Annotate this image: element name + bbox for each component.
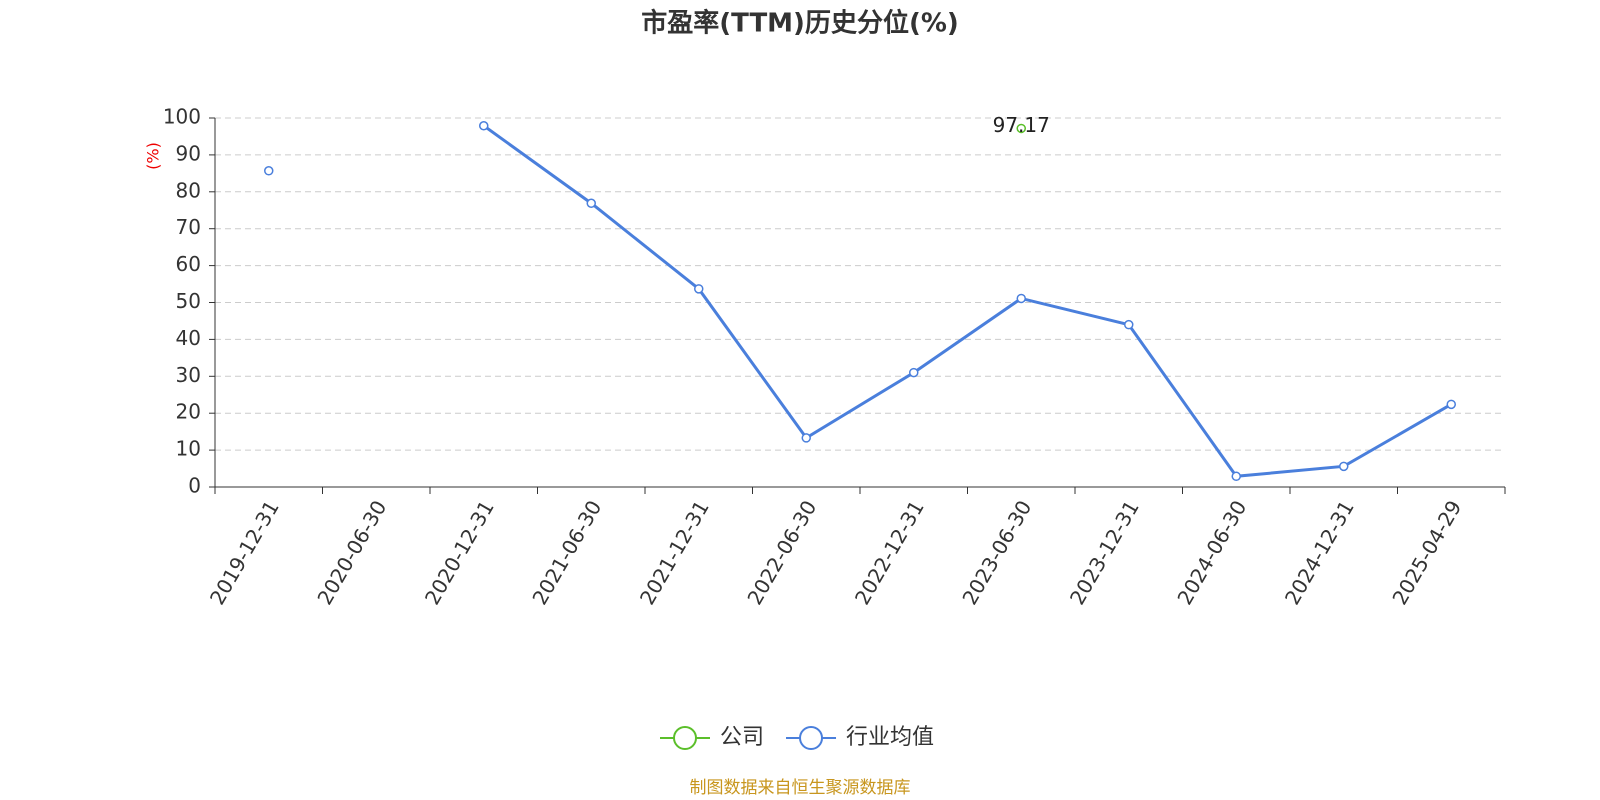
data-point bbox=[1016, 123, 1026, 134]
data-point bbox=[1231, 471, 1241, 482]
x-tick-label: 2025-04-29 bbox=[1387, 496, 1466, 609]
y-tick-label: 60 bbox=[176, 252, 201, 276]
data-point bbox=[586, 198, 596, 208]
x-tick-label: 2021-12-31 bbox=[635, 496, 714, 609]
legend-label: 公司 bbox=[720, 725, 764, 750]
chart-title: 市盈率(TTM)历史分位(%) bbox=[641, 8, 959, 39]
y-tick-label: 20 bbox=[176, 400, 201, 424]
y-tick-label: 90 bbox=[176, 141, 201, 165]
x-tick-label: 2024-06-30 bbox=[1172, 496, 1251, 609]
x-tick-label: 2023-06-30 bbox=[957, 496, 1036, 609]
y-tick-label: 80 bbox=[176, 178, 201, 202]
data-point bbox=[1446, 399, 1456, 410]
y-tick-label: 0 bbox=[188, 474, 201, 498]
x-tick-label: 2022-06-30 bbox=[742, 496, 821, 609]
legend-label: 行业均值 bbox=[846, 725, 934, 750]
x-tick-label: 2024-12-31 bbox=[1280, 496, 1359, 609]
legend-icon bbox=[673, 726, 697, 750]
y-tick-label: 30 bbox=[176, 363, 201, 387]
source-note: 制图数据来自恒生聚源数据库 bbox=[690, 778, 911, 798]
y-tick-label: 10 bbox=[176, 437, 201, 461]
data-point bbox=[909, 367, 919, 378]
y-tick-label: 100 bbox=[163, 105, 201, 129]
data-point bbox=[801, 433, 811, 443]
x-tick-label: 2020-06-30 bbox=[312, 496, 391, 609]
y-tick-label: 40 bbox=[176, 326, 201, 350]
x-tick-label: 2021-06-30 bbox=[527, 496, 606, 609]
data-label: 97.17 bbox=[993, 113, 1050, 137]
x-tick-label: 2019-12-31 bbox=[205, 496, 284, 609]
data-point bbox=[1124, 319, 1134, 330]
y-tick-label: 50 bbox=[176, 289, 201, 313]
data-point bbox=[479, 120, 489, 131]
y-tick-label: 70 bbox=[176, 215, 201, 239]
data-point bbox=[694, 284, 704, 294]
data-point bbox=[1016, 293, 1026, 304]
series-line bbox=[482, 124, 1452, 478]
x-tick-label: 2022-12-31 bbox=[850, 496, 929, 609]
x-tick-label: 2020-12-31 bbox=[420, 496, 499, 609]
x-tick-label: 2023-12-31 bbox=[1065, 496, 1144, 609]
data-point bbox=[1339, 461, 1349, 472]
data-point bbox=[264, 166, 274, 176]
y-axis-label: (%) bbox=[144, 142, 163, 170]
legend-icon bbox=[799, 726, 824, 750]
